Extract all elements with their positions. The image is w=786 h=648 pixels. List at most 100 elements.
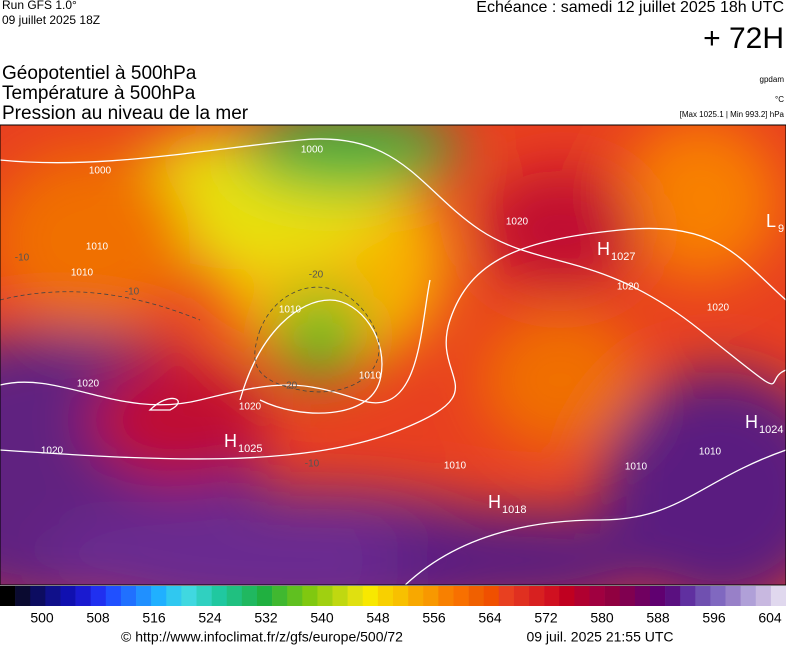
high-symbol: H (224, 431, 237, 451)
scale-swatch (362, 586, 379, 606)
scale-label: 508 (86, 610, 110, 626)
isotherm-label: -20 (309, 270, 324, 281)
high-pressure: 1025 (238, 443, 262, 455)
scale-swatch (60, 586, 76, 606)
scale-swatch (136, 586, 152, 606)
isotherm-label: -10 (125, 287, 140, 298)
isobar-label: 1020 (506, 217, 529, 228)
isotherm-label: -10 (15, 253, 30, 264)
scale-swatch (105, 586, 122, 606)
scale-swatch (196, 586, 212, 606)
scale-swatch (619, 586, 636, 606)
isobar-label: 1010 (444, 461, 467, 472)
isobars (0, 138, 786, 585)
scale-swatch (513, 586, 530, 606)
scale-swatch (287, 586, 303, 606)
unit: [Max 1025.1 | Min 993.2] hPa (680, 110, 785, 119)
scale-swatch (377, 586, 394, 606)
high-pressure: 1018 (502, 504, 526, 516)
scale-label: 572 (534, 610, 558, 626)
field-name: Géopotentiel à 500hPa (2, 63, 197, 84)
color-scale: 500 508 516 524 532 540 548 556 564 572 580 588 596 6… (0, 586, 786, 626)
scale-swatch (272, 586, 288, 606)
run-date: 09 juillet 2025 18Z (2, 13, 100, 27)
scale-label: 596 (702, 610, 726, 626)
scale-swatch (241, 586, 258, 606)
scale-swatch (544, 586, 560, 606)
scale-swatch (332, 586, 348, 606)
isobar-label: 1010 (699, 447, 722, 458)
field-name: Pression au niveau de la mer (2, 103, 249, 124)
scale-swatch (302, 586, 318, 606)
isotherm-label: -20 (283, 381, 298, 392)
isobar-label: 1020 (707, 303, 730, 314)
scale-swatch (256, 586, 273, 606)
scale-swatch (680, 586, 696, 606)
scale-swatch (710, 586, 726, 606)
scale-label: 604 (758, 610, 782, 626)
generated-time: 09 juil. 2025 21:55 UTC (526, 629, 673, 645)
scale-swatch (604, 586, 621, 606)
lead-time: + 72H (703, 22, 784, 55)
scale-swatch (740, 586, 757, 606)
scale-swatch (151, 586, 167, 606)
scale-label: 524 (198, 610, 222, 626)
unit: °C (775, 95, 784, 104)
scale-swatch (181, 586, 197, 606)
field-name: Température à 500hPa (2, 83, 196, 104)
scale-swatch (770, 586, 786, 606)
isobar-label: 1010 (279, 305, 302, 316)
isobar-label: 1010 (86, 242, 109, 253)
map (0, 125, 786, 585)
scale-swatch (589, 586, 605, 606)
scale-swatch (634, 586, 651, 606)
scale-swatch (695, 586, 711, 606)
scale-swatch (120, 586, 137, 606)
isobar-label: 1020 (617, 282, 640, 293)
scale-swatch (347, 586, 364, 606)
scale-swatch (317, 586, 333, 606)
scale-label: 556 (422, 610, 446, 626)
high-pressure: 1027 (611, 251, 635, 263)
scale-swatch (75, 586, 91, 606)
isobar-label: 1020 (41, 446, 64, 457)
scale-swatch (483, 586, 500, 606)
scale-swatch (755, 586, 772, 606)
scale-swatch (649, 586, 666, 606)
map-frame (0, 124, 786, 586)
scale-swatch (468, 586, 484, 606)
scale-swatch (438, 586, 454, 606)
scale-swatch (453, 586, 469, 606)
scale-swatch (45, 586, 61, 606)
scale-swatch (211, 586, 228, 606)
isobar-label: 1020 (239, 402, 262, 413)
scale-label: 532 (254, 610, 278, 626)
scale-label: 564 (478, 610, 502, 626)
isobar-label: 1010 (71, 268, 94, 279)
scale-swatch (393, 586, 409, 606)
scale-swatch (30, 586, 46, 606)
isobar-label: 1000 (89, 166, 112, 177)
scale-label: 548 (366, 610, 390, 626)
scale-swatch (725, 586, 741, 606)
high-symbol: H (745, 412, 758, 432)
scale-label: 588 (646, 610, 670, 626)
scale-swatch (559, 586, 575, 606)
scale-swatch (15, 586, 31, 606)
scale-swatch (574, 586, 590, 606)
isotherms (0, 286, 380, 393)
isobar-label: 1010 (359, 371, 382, 382)
scale-label: 540 (310, 610, 334, 626)
scale-swatch (423, 586, 439, 606)
scale-swatch (529, 586, 545, 606)
scale-label: 500 (30, 610, 54, 626)
isobar-label: 1020 (77, 379, 100, 390)
isobar-label: 1010 (625, 462, 648, 473)
unit: gpdam (760, 75, 785, 84)
high-pressure: 1024 (759, 424, 783, 436)
isobar-label: 1000 (301, 145, 324, 156)
scale-swatch (408, 586, 424, 606)
scale-label: 580 (590, 610, 614, 626)
field-shading (0, 125, 786, 585)
